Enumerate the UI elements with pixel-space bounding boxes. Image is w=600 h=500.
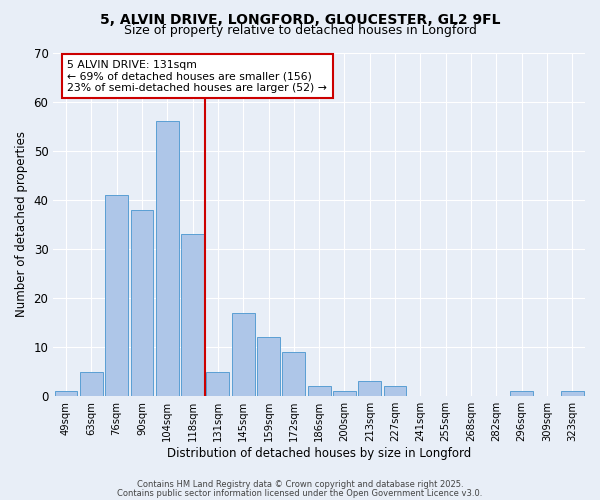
Bar (257, 338, 280, 396)
Bar (358, 382, 381, 396)
Text: Size of property relative to detached houses in Longford: Size of property relative to detached ho… (124, 24, 476, 37)
Bar (80, 372, 103, 396)
Text: Contains HM Land Registry data © Crown copyright and database right 2025.: Contains HM Land Registry data © Crown c… (137, 480, 463, 489)
Bar (384, 386, 406, 396)
Bar (511, 392, 533, 396)
Bar (206, 372, 229, 396)
Bar (232, 312, 254, 396)
Bar (333, 392, 356, 396)
Bar (561, 392, 584, 396)
Bar (156, 121, 179, 396)
Bar (181, 234, 204, 396)
Bar (55, 392, 77, 396)
Bar (308, 386, 331, 396)
X-axis label: Distribution of detached houses by size in Longford: Distribution of detached houses by size … (167, 447, 471, 460)
Text: 5 ALVIN DRIVE: 131sqm
← 69% of detached houses are smaller (156)
23% of semi-det: 5 ALVIN DRIVE: 131sqm ← 69% of detached … (67, 60, 327, 93)
Text: 5, ALVIN DRIVE, LONGFORD, GLOUCESTER, GL2 9FL: 5, ALVIN DRIVE, LONGFORD, GLOUCESTER, GL… (100, 12, 500, 26)
Bar (131, 210, 154, 396)
Bar (283, 352, 305, 396)
Text: Contains public sector information licensed under the Open Government Licence v3: Contains public sector information licen… (118, 489, 482, 498)
Bar (105, 195, 128, 396)
Y-axis label: Number of detached properties: Number of detached properties (15, 132, 28, 318)
